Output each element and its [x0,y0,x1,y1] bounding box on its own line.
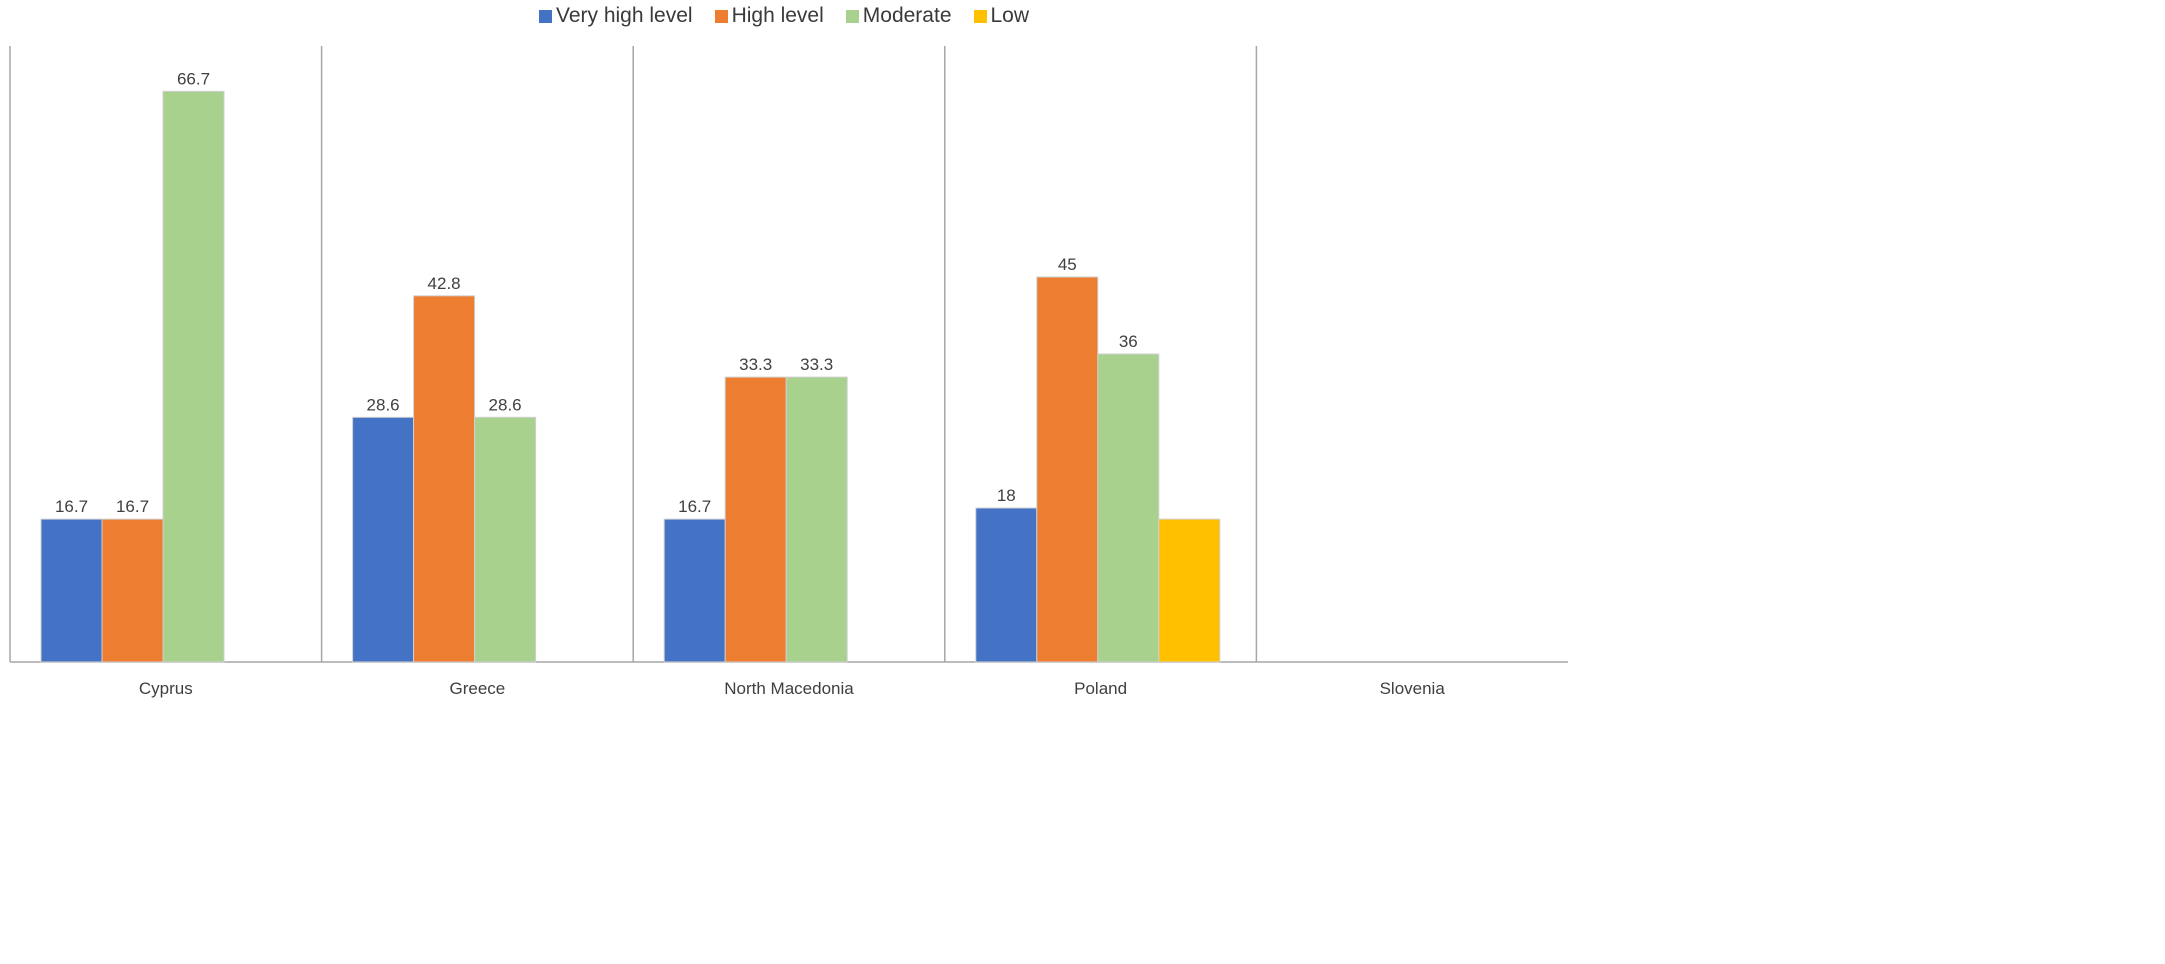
data-label: 28.6 [367,395,400,414]
legend-item-very-high-level: Very high level [538,4,693,28]
bar-moderate-cyprus [162,90,225,663]
data-label: 42.8 [428,274,461,293]
data-label: 18 [997,486,1016,505]
legend-label-very-high-level: Very high level [555,4,693,27]
bar-moderate-poland [1097,353,1160,663]
bar-very-high-level-greece [352,416,415,663]
data-label: 33.3 [739,355,772,374]
category-label: Greece [450,679,506,698]
bar-very-high-level-poland [975,507,1038,663]
data-label: 16.7 [678,497,711,516]
legend-item-high-level: High level [714,4,824,28]
data-label: 28.6 [489,395,522,414]
data-label: 16.7 [55,497,88,516]
bar-very-high-level-cyprus [40,518,103,663]
data-label: 16.7 [116,497,149,516]
legend-label-high-level: High level [731,4,824,27]
legend-swatch-very-high-level [538,9,552,23]
legend-item-low: Low [973,4,1030,28]
category-label: North Macedonia [724,679,854,698]
category-label: Slovenia [1380,679,1446,698]
bar-moderate-greece [474,416,537,663]
category-label: Cyprus [139,679,193,698]
data-label: 33.3 [800,355,833,374]
bar-high-level-greece [413,295,476,663]
data-label: 45 [1058,255,1077,274]
bar-high-level-cyprus [101,518,164,663]
bar-moderate-north-macedonia [785,376,848,663]
legend-swatch-high-level [714,9,728,23]
bar-very-high-level-north-macedonia [663,518,726,663]
legend-label-moderate: Moderate [862,4,952,27]
bar-high-level-poland [1036,276,1099,663]
legend-swatch-moderate [845,9,859,23]
data-label: 36 [1119,332,1138,351]
chart-legend: Very high level High level Moderate Low [0,4,1568,28]
category-label: Poland [1074,679,1127,698]
legend-item-moderate: Moderate [845,4,952,28]
data-label: 66.7 [177,69,210,88]
legend-label-low: Low [990,4,1030,27]
bar-high-level-north-macedonia [724,376,787,663]
legend-swatch-low [973,9,987,23]
bar-low-poland [1158,518,1221,663]
